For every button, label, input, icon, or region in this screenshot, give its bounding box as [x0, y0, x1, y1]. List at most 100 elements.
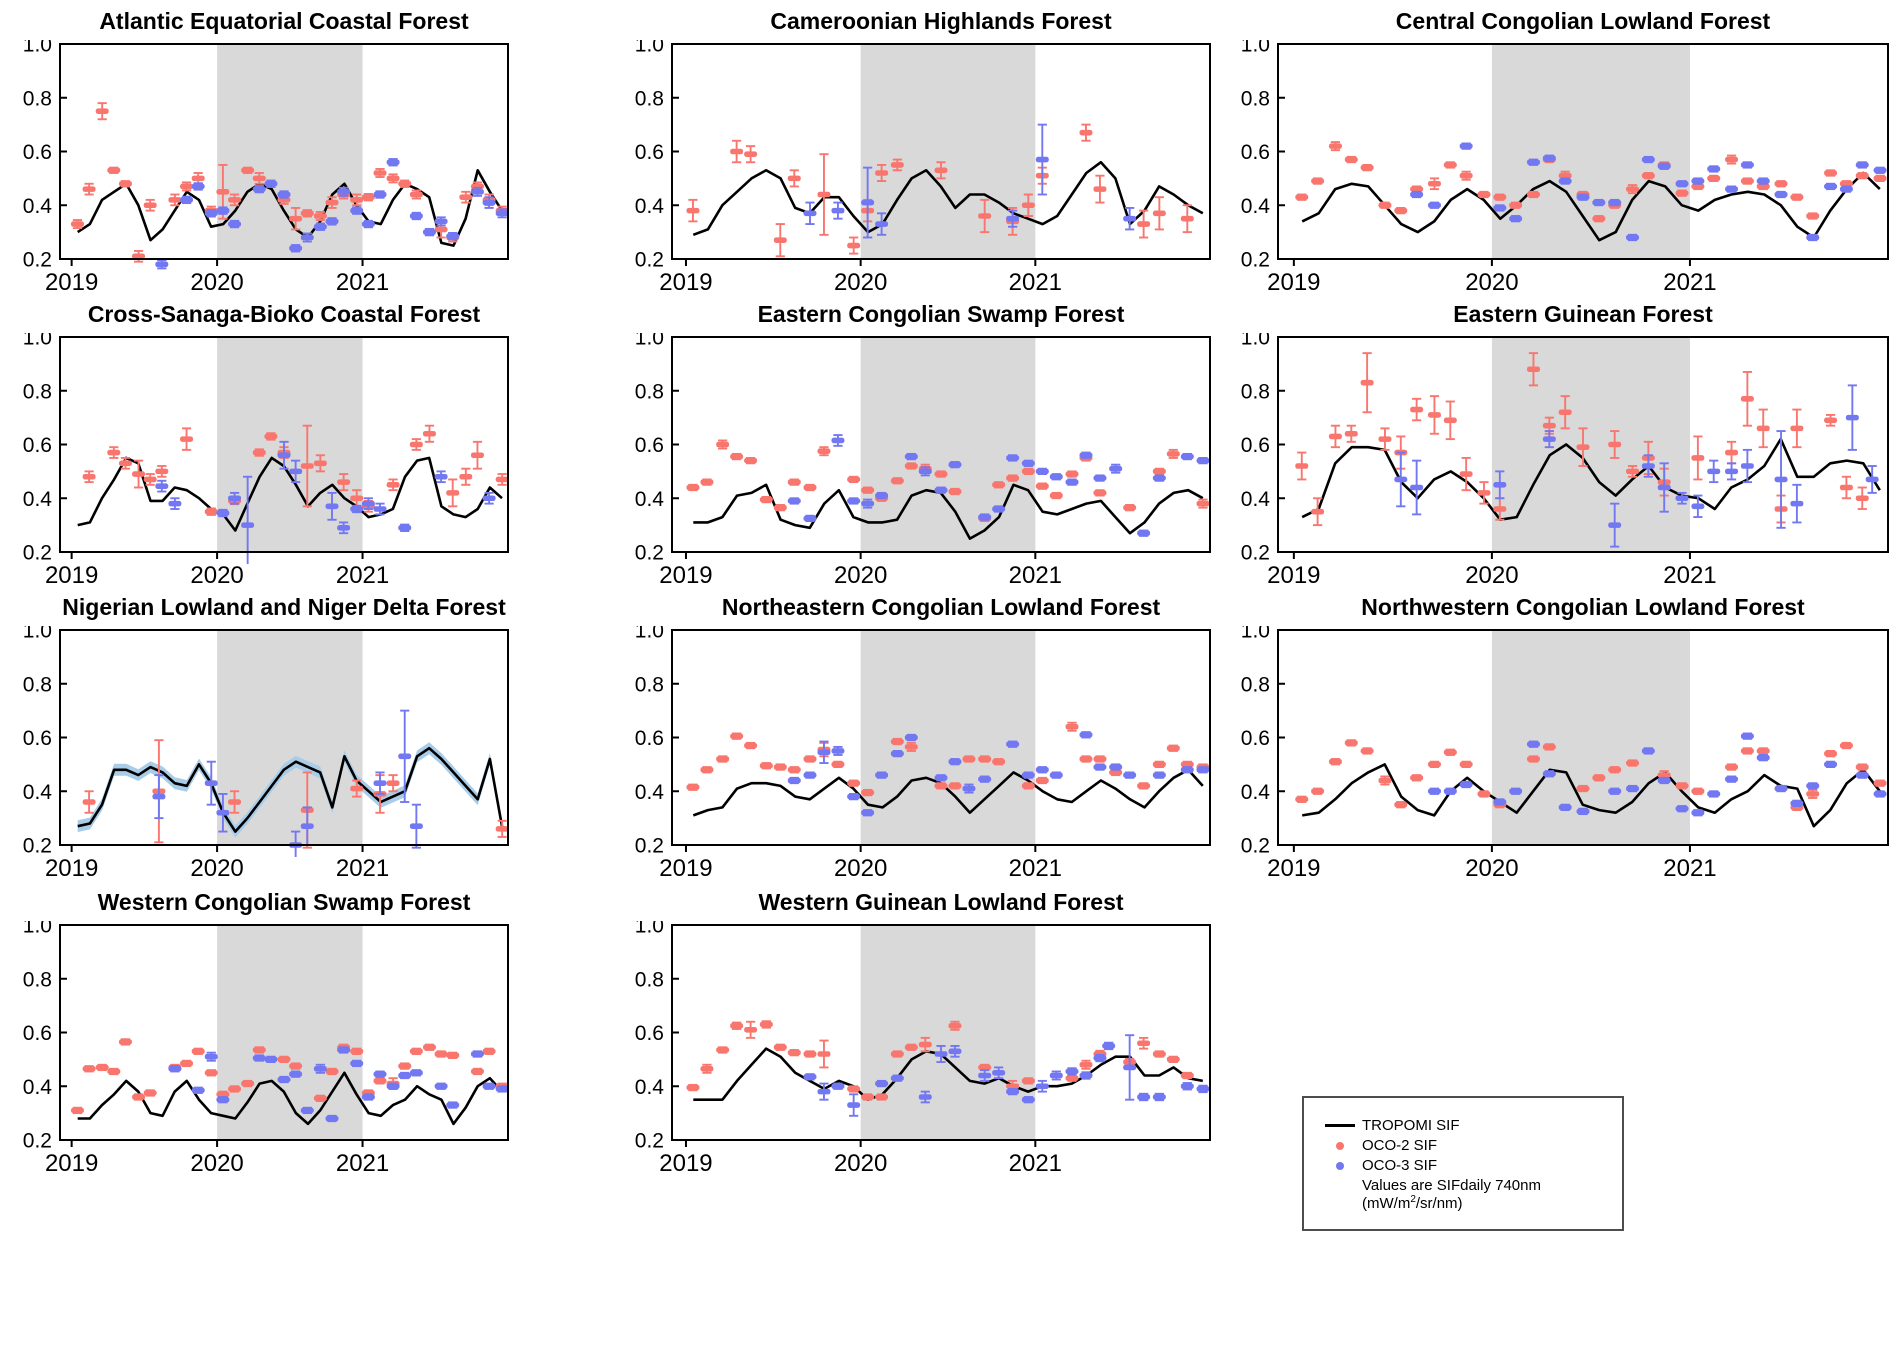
tropomi-sif-line: [77, 456, 503, 532]
svg-text:1.0: 1.0: [23, 333, 52, 350]
svg-text:0.8: 0.8: [635, 87, 664, 110]
y-axis: 0.2 0.4 0.6 0.8 1.0: [1241, 327, 1285, 565]
oco3-sif-series: [155, 440, 496, 564]
svg-text:0.8: 0.8: [1241, 87, 1270, 110]
chart-title: Eastern Congolian Swamp Forest: [757, 301, 1125, 327]
tropomi-sif-line: [77, 746, 504, 833]
y-axis: 0.2 0.4 0.6 0.8 1.0: [635, 915, 679, 1153]
svg-text:2020: 2020: [834, 855, 887, 882]
chart-plot: 0.2 0.4 0.6 0.8 1.0 2019 2020 2021: [1241, 34, 1889, 296]
x-axis: 2019 2020 2021: [659, 552, 1062, 589]
svg-text:2019: 2019: [45, 562, 98, 589]
chart-plot: 0.2 0.4 0.6 0.8 1.0 2019 2020 2021: [635, 327, 1211, 589]
covid-period-band: [1491, 630, 1690, 845]
tropomi-sif-line: [1301, 171, 1881, 242]
x-axis: 2019 2020 2021: [659, 259, 1062, 296]
svg-text:0.6: 0.6: [23, 1022, 52, 1045]
oco3-sif-series: [1394, 384, 1879, 548]
svg-text:2021: 2021: [1009, 1150, 1062, 1177]
oco2-sif-series: [1295, 352, 1869, 527]
chart-nigerian-lowland-and-niger-delta-forest: Nigerian Lowland and Niger Delta Forest 0…: [0, 592, 516, 889]
chart-central-congolian-lowland-forest: Central Congolian Lowland Forest 0.2 0.4 0.…: [1218, 6, 1892, 303]
svg-text:2021: 2021: [1663, 855, 1716, 882]
oco3-sif-series: [787, 434, 1210, 537]
svg-text:1.0: 1.0: [635, 40, 664, 57]
tropomi-line-icon: [1318, 1124, 1362, 1127]
svg-text:2020: 2020: [1465, 562, 1518, 589]
svg-text:0.2: 0.2: [1241, 542, 1270, 565]
svg-text:1.0: 1.0: [635, 921, 664, 938]
svg-text:0.6: 0.6: [1241, 727, 1270, 750]
svg-text:0.2: 0.2: [23, 835, 52, 858]
tropomi-sif-line: [77, 1071, 503, 1126]
chart-atlantic-equatorial-coastal-forest: Atlantic Equatorial Coastal Forest 0.2 0.4…: [0, 6, 516, 303]
covid-period-band: [860, 925, 1036, 1140]
svg-text:0.4: 0.4: [23, 195, 53, 218]
oco3-sif-series: [155, 158, 509, 270]
svg-text:0.4: 0.4: [23, 1076, 53, 1099]
oco2-dot-icon: [1318, 1141, 1362, 1150]
chart-cross-sanaga-bioko-coastal-forest: Cross-Sanaga-Bioko Coastal Forest 0.2 0.4 0…: [0, 299, 516, 596]
chart-title: Western Congolian Swamp Forest: [97, 889, 471, 915]
svg-text:2021: 2021: [1009, 562, 1062, 589]
y-axis: 0.2 0.4 0.6 0.8 1.0: [1241, 620, 1285, 858]
svg-text:2019: 2019: [45, 1150, 98, 1177]
svg-text:0.2: 0.2: [1241, 249, 1270, 272]
svg-text:1.0: 1.0: [635, 333, 664, 350]
svg-text:2020: 2020: [190, 269, 243, 296]
svg-text:0.4: 0.4: [1241, 195, 1271, 218]
y-axis: 0.2 0.4 0.6 0.8 1.0: [635, 620, 679, 858]
oco3-sif-series: [803, 1034, 1210, 1117]
chart-title: Northwestern Congolian Lowland Forest: [1361, 594, 1805, 620]
chart-cameroonian-highlands-forest: Cameroonian Highlands Forest 0.2 0.4 0.6 0.8…: [612, 6, 1218, 303]
svg-text:1.0: 1.0: [23, 626, 52, 643]
svg-text:2020: 2020: [834, 562, 887, 589]
svg-text:1.0: 1.0: [1241, 40, 1270, 57]
x-axis: 2019 2020 2021: [659, 845, 1062, 882]
svg-text:2019: 2019: [659, 855, 712, 882]
svg-text:0.2: 0.2: [23, 1130, 52, 1153]
covid-period-band: [217, 630, 363, 845]
svg-text:0.2: 0.2: [635, 835, 664, 858]
svg-text:0.8: 0.8: [635, 673, 664, 696]
chart-title: Cross-Sanaga-Bioko Coastal Forest: [87, 301, 481, 327]
chart-eastern-guinean-forest: Eastern Guinean Forest 0.2 0.4 0.6 0.8 1.0 201…: [1218, 299, 1892, 596]
svg-text:2021: 2021: [1009, 269, 1062, 296]
svg-text:1.0: 1.0: [635, 626, 664, 643]
chart-northwestern-congolian-lowland-forest: Northwestern Congolian Lowland Forest 0.2…: [1218, 592, 1892, 889]
svg-text:0.6: 0.6: [635, 727, 664, 750]
svg-text:2020: 2020: [190, 562, 243, 589]
svg-text:2019: 2019: [659, 1150, 712, 1177]
svg-text:2021: 2021: [1663, 269, 1716, 296]
svg-text:1.0: 1.0: [23, 40, 52, 57]
legend-label-oco3: OCO-3 SIF: [1362, 1157, 1438, 1174]
tropomi-sif-line: [692, 160, 1204, 237]
tropomi-sif-line: [692, 768, 1204, 817]
chart-western-guinean-lowland-forest: Western Guinean Lowland Forest 0.2 0.4 0.6 0…: [612, 887, 1218, 1184]
covid-period-band: [860, 44, 1036, 259]
legend-label-oco2: OCO-2 SIF: [1362, 1137, 1438, 1154]
chart-title: Eastern Guinean Forest: [1453, 301, 1713, 327]
svg-text:2021: 2021: [1663, 562, 1716, 589]
x-axis: 2019 2020 2021: [45, 1140, 389, 1177]
chart-plot: 0.2 0.4 0.6 0.8 1.0 2019 2020 2021: [1241, 327, 1889, 589]
chart-plot: 0.2 0.4 0.6 0.8 1.0 2019 2020 2021: [635, 620, 1211, 882]
svg-text:0.4: 0.4: [635, 781, 665, 804]
y-axis: 0.2 0.4 0.6 0.8 1.0: [23, 915, 67, 1153]
covid-period-band: [1491, 337, 1690, 552]
x-axis: 2019 2020 2021: [1267, 552, 1717, 589]
svg-text:0.2: 0.2: [1241, 835, 1270, 858]
svg-text:2020: 2020: [834, 1150, 887, 1177]
svg-text:0.8: 0.8: [1241, 380, 1270, 403]
oco3-sif-series: [787, 731, 1210, 817]
svg-text:0.8: 0.8: [1241, 673, 1270, 696]
svg-text:1.0: 1.0: [1241, 626, 1270, 643]
svg-text:0.4: 0.4: [635, 1076, 665, 1099]
svg-text:0.8: 0.8: [23, 380, 52, 403]
svg-text:0.8: 0.8: [635, 380, 664, 403]
x-axis: 2019 2020 2021: [45, 552, 389, 589]
svg-text:0.2: 0.2: [635, 249, 664, 272]
svg-text:2020: 2020: [190, 1150, 243, 1177]
svg-text:2020: 2020: [1465, 269, 1518, 296]
